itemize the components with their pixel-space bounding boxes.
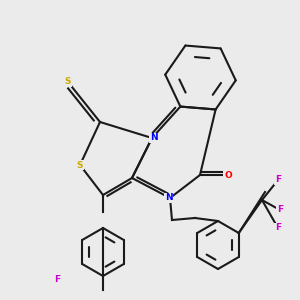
Text: N: N — [165, 194, 172, 202]
Text: F: F — [275, 224, 281, 232]
Text: F: F — [54, 275, 60, 284]
Text: F: F — [275, 176, 281, 184]
Text: S: S — [65, 77, 71, 86]
Text: N: N — [150, 134, 157, 142]
Text: O: O — [224, 170, 232, 179]
Text: F: F — [277, 206, 283, 214]
Text: S: S — [77, 160, 83, 169]
